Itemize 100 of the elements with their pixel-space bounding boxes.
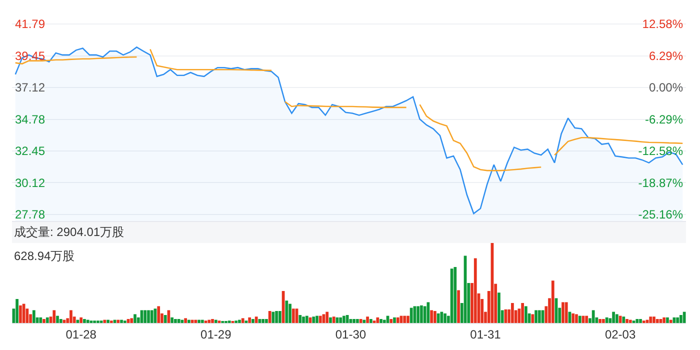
bar [682,312,686,323]
bar [329,317,332,323]
y2-tick-label: 0.00% [648,80,684,95]
bar [106,320,110,323]
bar [272,312,275,323]
bar [174,319,177,323]
bar [46,317,49,323]
y-tick-label: 32.45 [15,144,46,158]
bar [362,320,366,323]
bar [454,267,457,323]
bar [262,319,264,323]
bar [252,319,254,323]
bar [434,311,436,323]
bar [538,310,541,323]
bar [292,308,295,323]
bar [130,318,134,323]
bar [403,316,406,323]
y2-tick-label: -25.16% [638,208,684,222]
bar [241,318,244,323]
y-tick-label: 37.12 [15,80,46,95]
bar [669,320,672,323]
bar [676,317,680,323]
bar [332,316,336,323]
bar [376,317,380,323]
bar [457,290,460,323]
y2-tick-label: 6.29% [648,48,684,63]
bar [423,306,426,323]
bar [134,314,136,323]
bar [534,310,538,323]
bar [444,313,446,323]
x-tick-label: 01-31 [470,327,502,342]
bar [572,313,575,323]
bar [208,320,211,323]
bar [83,319,86,323]
bar [198,320,200,323]
bar [278,311,282,323]
bar [326,312,329,323]
bar [316,316,318,323]
y2-tick-label: 12.58% [642,17,684,32]
bar [602,319,605,323]
bar [585,316,588,323]
bar [430,310,433,323]
x-tick-label: 01-30 [335,327,366,342]
y-tick-label: 30.12 [15,176,46,190]
bar [42,319,46,323]
bar [214,320,218,323]
bar [200,320,204,323]
bar [59,319,62,323]
y-tick-label: 41.79 [15,17,46,32]
x-tick-label: 01-28 [66,327,97,342]
bar [366,316,369,323]
bar [187,320,190,323]
bar [52,310,56,323]
bar [498,292,500,323]
y-tick-label: 34.78 [15,112,46,126]
bar [592,310,595,323]
bar [116,320,120,323]
bar [390,319,393,323]
bar [511,303,514,323]
bar [302,316,305,323]
bar [420,305,423,323]
bar [649,316,652,323]
bar [636,319,639,323]
bar [211,319,214,323]
bar [150,310,154,323]
bar [524,306,528,323]
bar [194,320,198,323]
bar [639,319,642,323]
y2-tick-label: -6.29% [644,112,684,126]
bar [298,315,302,323]
bar [318,316,322,323]
bar [80,317,83,323]
bar [147,310,150,323]
bar [440,312,444,323]
bar [170,317,174,323]
bar [312,316,316,323]
y2-tick-label: -12.58% [638,144,684,158]
bar [86,320,90,323]
bar [628,320,632,323]
bar [352,319,356,323]
bar [656,319,659,323]
bar [562,302,564,323]
bar [342,316,346,323]
bar [612,312,615,323]
bar [103,320,106,323]
bar [564,302,568,323]
bar [39,317,42,323]
bar [680,315,682,323]
bar [393,317,396,323]
bar [16,299,18,323]
bar [575,314,578,323]
bar [551,280,554,323]
bar [578,316,582,323]
bar [32,310,36,323]
bar [144,310,147,323]
bar [531,314,534,323]
bar [254,316,258,323]
bar [666,317,669,323]
y-tick-label: 27.78 [15,208,46,222]
bar [56,316,59,323]
